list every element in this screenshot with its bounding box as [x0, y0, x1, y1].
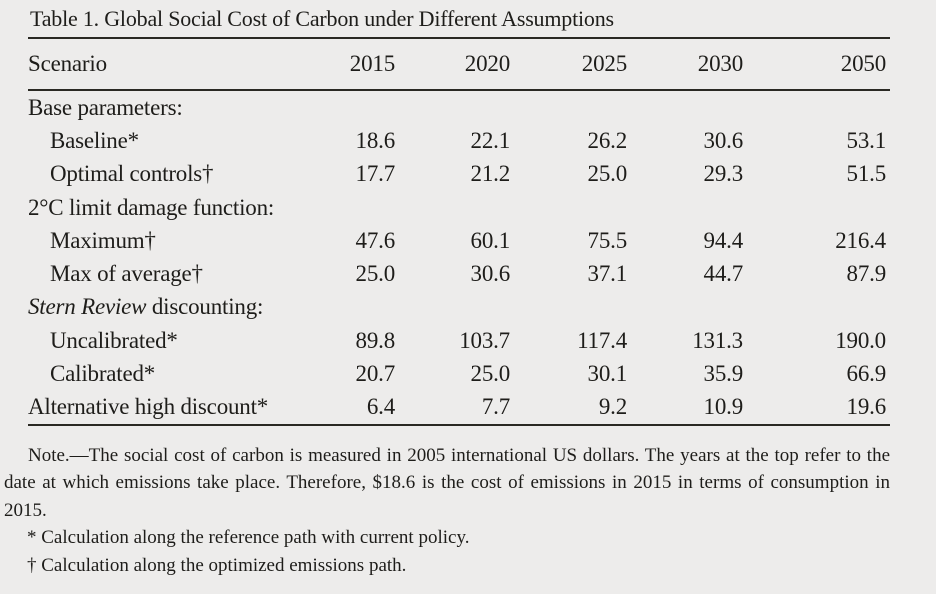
table-title: Table 1. Global Social Cost of Carbon un…: [30, 6, 614, 31]
row-label: Alternative high discount*: [28, 394, 278, 420]
cell-value: 216.4: [835, 227, 886, 253]
row-label-part: Max of average†: [50, 261, 203, 287]
cell-value: 22.1: [470, 127, 511, 153]
cell-value: 131.3: [692, 327, 743, 353]
row-label-part: Calibrated*: [50, 361, 156, 387]
cell-value: 29.3: [703, 161, 744, 187]
cell-value: 9.2: [598, 394, 627, 420]
table-section-row: Alternative high discount* 6.4 7.7 9.2 10.9 1…: [28, 391, 890, 424]
footnote-reference-path: * Calculation along the reference path w…: [27, 527, 470, 549]
cell-value: 51.5: [846, 161, 887, 187]
cell-value: 25.0: [587, 161, 628, 187]
row-label-part: Baseline*: [50, 127, 139, 153]
cell-value: 89.8: [355, 327, 396, 353]
cell-value: 60.1: [470, 227, 511, 253]
cell-value: 47.6: [355, 227, 396, 253]
table-data-row: Max of average† 25.0 30.6 37.1 44.7 87.9: [28, 257, 890, 290]
bottom-rule: [28, 423, 890, 426]
row-label: Stern Review discounting:: [28, 294, 278, 320]
row-label-part: Alternative high discount*: [28, 394, 269, 420]
cell-value: 87.9: [846, 261, 887, 287]
column-header-2030: 2030: [697, 51, 743, 76]
cell-value: 103.7: [459, 327, 510, 353]
cell-value: 44.7: [703, 261, 744, 287]
row-label-part: Maximum†: [50, 227, 156, 253]
row-label-italic-part: Stern Review: [28, 294, 147, 320]
cell-value: 18.6: [355, 127, 396, 153]
cell-value: 26.2: [587, 127, 628, 153]
row-label: Optimal controls†: [28, 161, 278, 187]
row-label: Base parameters:: [28, 95, 278, 121]
row-label: Max of average†: [28, 261, 278, 287]
table-body: Base parameters: Baseline* 18.6 22.1 26.2 30.…: [28, 91, 890, 424]
row-label: 2°C limit damage function:: [28, 195, 278, 221]
cell-value: 10.9: [703, 394, 744, 420]
cell-value: 75.5: [587, 227, 628, 253]
row-label-part: Base parameters:: [28, 94, 183, 120]
cell-value: 94.4: [703, 227, 744, 253]
table-data-row: Maximum† 47.6 60.1 75.5 94.4 216.4: [28, 224, 890, 257]
cell-value: 25.0: [470, 361, 511, 387]
row-label: Uncalibrated*: [28, 328, 278, 354]
row-label: Baseline*: [28, 128, 278, 154]
table-note: Note.—The social cost of carbon is measu…: [4, 444, 890, 521]
cell-value: 20.7: [355, 361, 396, 387]
table-data-row: Baseline* 18.6 22.1 26.2 30.6 53.1: [28, 124, 890, 157]
cell-value: 53.1: [846, 127, 887, 153]
row-label: Calibrated*: [28, 361, 278, 387]
top-rule: [28, 37, 890, 39]
row-label-part: 2°C limit damage function:: [28, 194, 275, 220]
table-section-row: Stern Review discounting:: [28, 291, 890, 324]
cell-value: 17.7: [355, 161, 396, 187]
table-data-row: Uncalibrated* 89.8 103.7 117.4 131.3 190.0: [28, 324, 890, 357]
cell-value: 30.6: [703, 127, 744, 153]
scc-table: Scenario 2015 2020 2025 2030 2050 Base p…: [28, 37, 890, 426]
row-label-part: Uncalibrated*: [50, 327, 178, 353]
cell-value: 25.0: [355, 261, 396, 287]
column-header-2050: 2050: [840, 51, 886, 76]
table-data-row: Optimal controls† 17.7 21.2 25.0 29.3 51.5: [28, 158, 890, 191]
column-header-2015: 2015: [349, 51, 395, 76]
cell-value: 35.9: [703, 361, 744, 387]
cell-value: 117.4: [577, 327, 627, 353]
table-section-row: 2°C limit damage function:: [28, 191, 890, 224]
cell-value: 21.2: [470, 161, 511, 187]
table-data-row: Calibrated* 20.7 25.0 30.1 35.9 66.9: [28, 357, 890, 390]
row-label-part: Optimal controls†: [50, 161, 214, 187]
cell-value: 30.1: [587, 361, 628, 387]
cell-value: 7.7: [481, 394, 510, 420]
row-label-part: discounting:: [146, 294, 264, 320]
cell-value: 19.6: [846, 394, 887, 420]
header-rule: [28, 89, 890, 91]
cell-value: 37.1: [587, 261, 628, 287]
cell-value: 190.0: [835, 327, 886, 353]
cell-value: 66.9: [846, 361, 887, 387]
table-header-row: Scenario 2015 2020 2025 2030 2050: [28, 39, 890, 89]
table-section-row: Base parameters:: [28, 91, 890, 124]
column-header-scenario: Scenario: [28, 51, 107, 76]
column-header-2020: 2020: [464, 51, 510, 76]
cell-value: 6.4: [366, 394, 395, 420]
row-label: Maximum†: [28, 228, 278, 254]
column-header-2025: 2025: [581, 51, 627, 76]
footnote-optimized-path: † Calculation along the optimized emissi…: [27, 554, 407, 576]
cell-value: 30.6: [470, 261, 511, 287]
